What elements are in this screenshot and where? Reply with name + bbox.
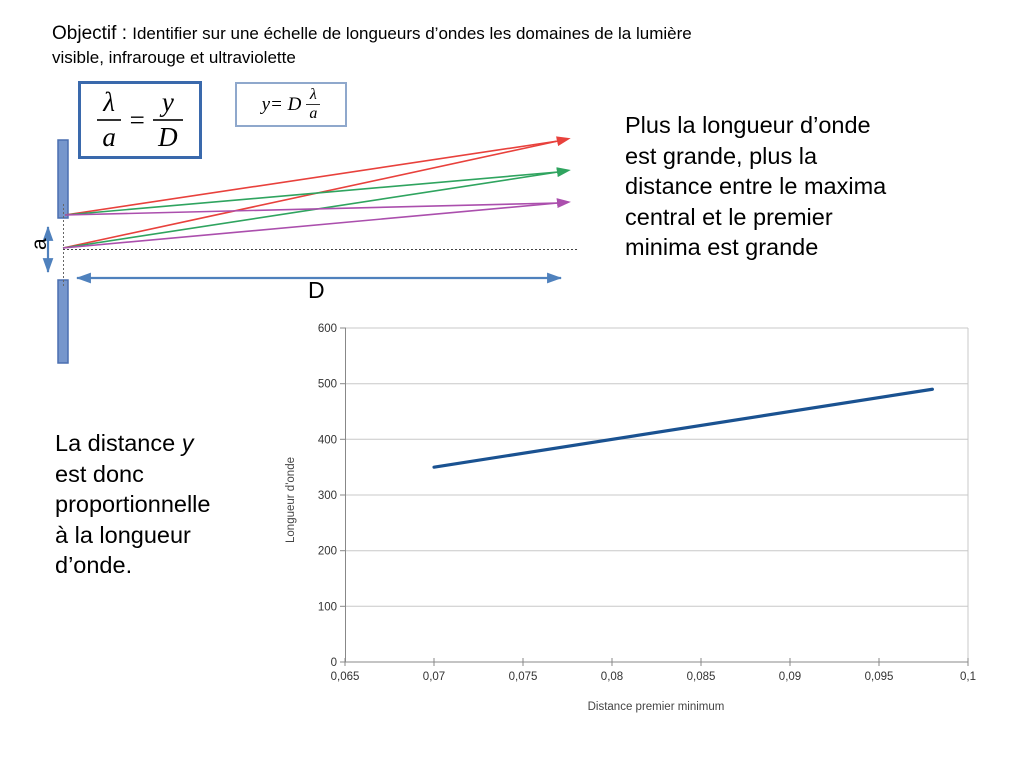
y-tick-label: 500 [318, 379, 337, 391]
right-text-line: central et le premier [625, 203, 833, 230]
y-tick-label: 0 [331, 657, 337, 669]
formula-box-y-equals: y= D λ a [235, 82, 347, 127]
x-tick-label: 0,08 [601, 671, 623, 683]
wavelength-vs-distance-chart: 0 100 200 300 400 500 600 0,065 0,07 0,0… [285, 323, 976, 713]
slit-width-label: a [28, 238, 51, 250]
fraction-lambda-a: λ a [97, 87, 121, 153]
magenta-ray-lower [62, 198, 571, 249]
left-text-line1: La distance y [55, 430, 194, 456]
y-axis-title: Longueur d'onde [285, 457, 297, 543]
title-line2: visible, infrarouge et ultraviolette [52, 48, 296, 67]
magenta-ray-upper [64, 202, 559, 216]
y-tick-label: 200 [318, 546, 337, 558]
title-line1: Objectif : Identifier sur une échelle de… [52, 22, 812, 46]
red-ray-upper [64, 140, 559, 216]
data-series-line [432, 387, 935, 469]
y-variable: y [181, 430, 194, 456]
right-text-line: minima est grande [625, 234, 819, 260]
x-tick-label: 0,085 [687, 671, 716, 683]
fraction-y-D: y D [153, 87, 183, 153]
x-axis-title: Distance premier minimum [588, 701, 725, 713]
slide-title: Objectif : Identifier sur une échelle de… [52, 22, 812, 69]
title-objectif: Objectif : [52, 23, 133, 44]
right-text-line: distance entre le maxima [625, 173, 887, 199]
formula-box-lambda-over-a: λ a = y D [78, 81, 202, 159]
title-rest: Identifier sur une échelle de longueurs … [132, 24, 692, 43]
x-tick-label: 0,075 [509, 671, 538, 683]
left-text-block: La distance y est donc proportionnelle à… [55, 428, 305, 581]
left-text-line: d’onde. [55, 552, 133, 578]
left-text-line: est donc [55, 460, 144, 487]
right-text-block: Plus la longueur d’onde est grande, plus… [625, 110, 955, 263]
x-tick-label: 0,065 [331, 671, 360, 683]
x-tick-label: 0,095 [865, 671, 894, 683]
left-text-line: à la longueur [55, 521, 191, 548]
slit-screen-bottom-bar [57, 279, 69, 364]
y-tick-label: 400 [318, 434, 337, 446]
diffraction-diagram: a D [28, 136, 578, 364]
green-ray-upper [64, 171, 559, 216]
x-tick-label: 0,1 [960, 671, 976, 683]
right-text-line: Plus la longueur d’onde [625, 112, 871, 138]
y-tick-label: 300 [318, 490, 337, 502]
y-tick-label: 100 [318, 601, 337, 613]
x-tick-label: 0,07 [423, 671, 445, 683]
equals-sign: = [127, 104, 147, 135]
slit-screen-top-bar [57, 139, 69, 219]
left-text-line: proportionnelle [55, 491, 211, 517]
red-ray-lower [62, 136, 571, 249]
distance-D-label: D [308, 277, 325, 303]
fraction-lambda-a-small: λ a [306, 86, 321, 123]
y-equals-D: y= D [261, 93, 302, 115]
lambda-symbol: λ [97, 87, 121, 121]
x-tick-label: 0,09 [779, 671, 801, 683]
y-tick-label: 600 [318, 323, 337, 335]
green-ray-lower [62, 167, 571, 249]
right-text-line: est grande, plus la [625, 142, 818, 169]
